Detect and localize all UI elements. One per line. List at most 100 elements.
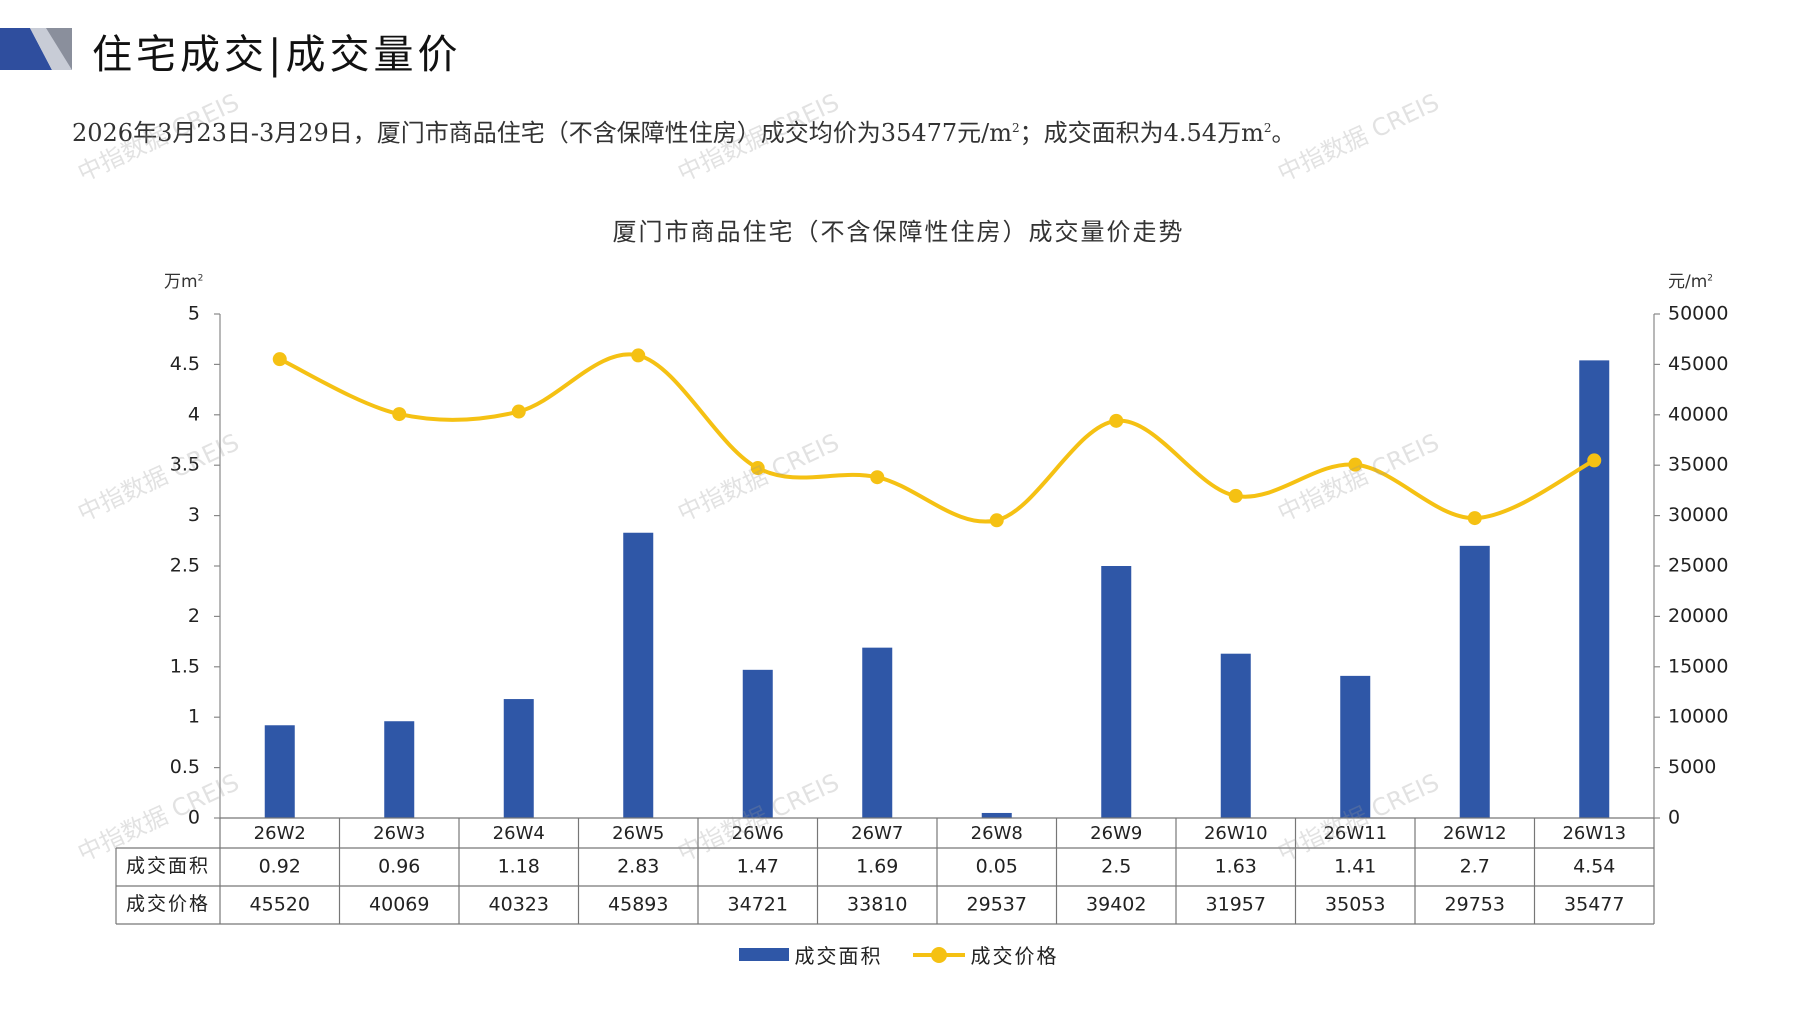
legend-bar-swatch [738,948,789,961]
right-tick-label: 0 [1668,807,1680,829]
right-unit-text: 元/m [1668,272,1708,292]
price-point [1348,457,1363,472]
data-label-price: 29753 [1445,894,1505,916]
data-label-area: 1.47 [737,856,779,878]
right-tick-label: 35000 [1668,454,1728,476]
left-axis-unit: 万m2 [164,267,203,292]
left-tick-label: 0 [188,807,200,829]
price-point [989,513,1004,528]
data-label-area: 0.92 [259,856,301,878]
price-point [392,407,407,422]
data-label-area: 1.18 [498,856,540,878]
summary-part-c: 。 [1271,119,1296,147]
table-row-label-price: 成交价格 [126,893,210,915]
right-axis-unit: 元/m2 [1668,267,1713,292]
left-tick-label: 0.5 [170,756,200,778]
legend-label-area: 成交面积 [794,944,883,968]
bar-area [384,721,415,818]
data-label-price: 45520 [250,894,310,916]
category-label: 26W4 [493,823,545,844]
category-label: 26W13 [1562,823,1626,844]
bar-area [1459,545,1490,818]
price-point [272,352,287,367]
right-unit-sup: 2 [1707,273,1714,284]
data-label-area: 1.69 [856,856,898,878]
data-label-area: 2.5 [1101,856,1131,878]
left-unit-sup: 2 [197,273,204,284]
bar-area [862,647,893,818]
price-line [278,352,1596,524]
left-tick-label: 3.5 [170,454,200,476]
data-label-area: 0.05 [976,856,1018,878]
price-point [870,470,885,485]
summary-part-b: ；成交面积为4.54万m [1019,119,1264,147]
data-label-price: 40323 [489,894,549,916]
price-point [1467,511,1482,526]
table-row-label-area: 成交面积 [126,855,210,877]
right-tick-label: 20000 [1668,605,1728,627]
price-point [750,461,765,476]
price-point [1228,488,1243,503]
bar-area [503,699,534,818]
right-tick-label: 10000 [1668,706,1728,728]
data-label-area: 0.96 [378,856,420,878]
right-tick-label: 5000 [1668,756,1716,778]
left-tick-label: 1.5 [170,655,200,677]
category-label: 26W7 [851,823,903,844]
data-label-price: 31957 [1206,894,1266,916]
legend-item-area: 成交面积 [738,940,883,969]
data-label-area: 1.63 [1215,856,1257,878]
data-label-area: 1.41 [1334,856,1376,878]
category-label: 26W6 [732,823,784,844]
right-tick-label: 15000 [1668,655,1728,677]
legend-label-price: 成交价格 [970,944,1059,968]
data-label-area: 4.54 [1573,856,1615,878]
left-tick-label: 1 [188,706,200,728]
bar-area [981,812,1012,818]
bar-area [623,532,654,818]
price-point [631,348,646,363]
bar-area [1220,653,1251,818]
data-label-area: 2.83 [617,856,659,878]
summary-text: 2026年3月23日-3月29日，厦门市商品住宅（不含保障性住房）成交均价为35… [72,113,1295,148]
right-tick-label: 40000 [1668,403,1728,425]
category-label: 26W8 [971,823,1023,844]
right-tick-label: 30000 [1668,504,1728,526]
right-tick-label: 45000 [1668,353,1728,375]
category-label: 26W10 [1204,823,1268,844]
data-label-area: 2.7 [1460,856,1490,878]
price-point [1587,453,1602,468]
price-point [511,404,526,419]
bar-area [742,669,773,818]
category-label: 26W11 [1323,823,1387,844]
data-label-price: 35053 [1325,894,1385,916]
legend-line-swatch [912,945,965,965]
left-tick-label: 4 [188,403,200,425]
left-tick-label: 2.5 [170,555,200,577]
summary-part-a: 2026年3月23日-3月29日，厦门市商品住宅（不含保障性住房）成交均价为35… [72,119,1012,147]
bar-area [1101,566,1132,818]
summary-sup-b: 2 [1263,121,1272,135]
right-tick-label: 25000 [1668,555,1728,577]
category-label: 26W12 [1443,823,1507,844]
header-decoration [0,28,72,70]
data-label-price: 39402 [1086,894,1146,916]
data-label-price: 35477 [1564,894,1624,916]
data-label-price: 45893 [608,894,668,916]
bar-area [1340,675,1371,818]
data-label-price: 29537 [967,894,1027,916]
left-tick-label: 4.5 [170,353,200,375]
category-label: 26W5 [612,823,664,844]
chart-title: 厦门市商品住宅（不含保障性住房）成交量价走势 [612,218,1185,246]
legend-item-price: 成交价格 [912,940,1059,969]
bar-area [264,725,295,818]
legend: 成交面积 成交价格 [0,940,1797,969]
left-tick-label: 2 [188,605,200,627]
left-unit-text: 万m [164,272,198,292]
category-label: 26W3 [373,823,425,844]
page-title: 住宅成交|成交量价 [92,32,462,78]
data-label-price: 33810 [847,894,907,916]
summary-sup-a: 2 [1012,121,1020,135]
data-label-price: 34721 [728,894,788,916]
